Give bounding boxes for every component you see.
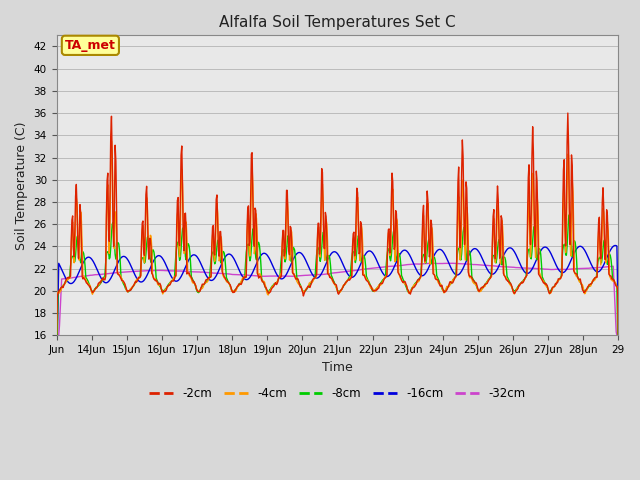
Legend: -2cm, -4cm, -8cm, -16cm, -32cm: -2cm, -4cm, -8cm, -16cm, -32cm	[145, 382, 530, 404]
Title: Alfalfa Soil Temperatures Set C: Alfalfa Soil Temperatures Set C	[219, 15, 456, 30]
Y-axis label: Soil Temperature (C): Soil Temperature (C)	[15, 121, 28, 250]
X-axis label: Time: Time	[322, 360, 353, 373]
Text: TA_met: TA_met	[65, 39, 116, 52]
